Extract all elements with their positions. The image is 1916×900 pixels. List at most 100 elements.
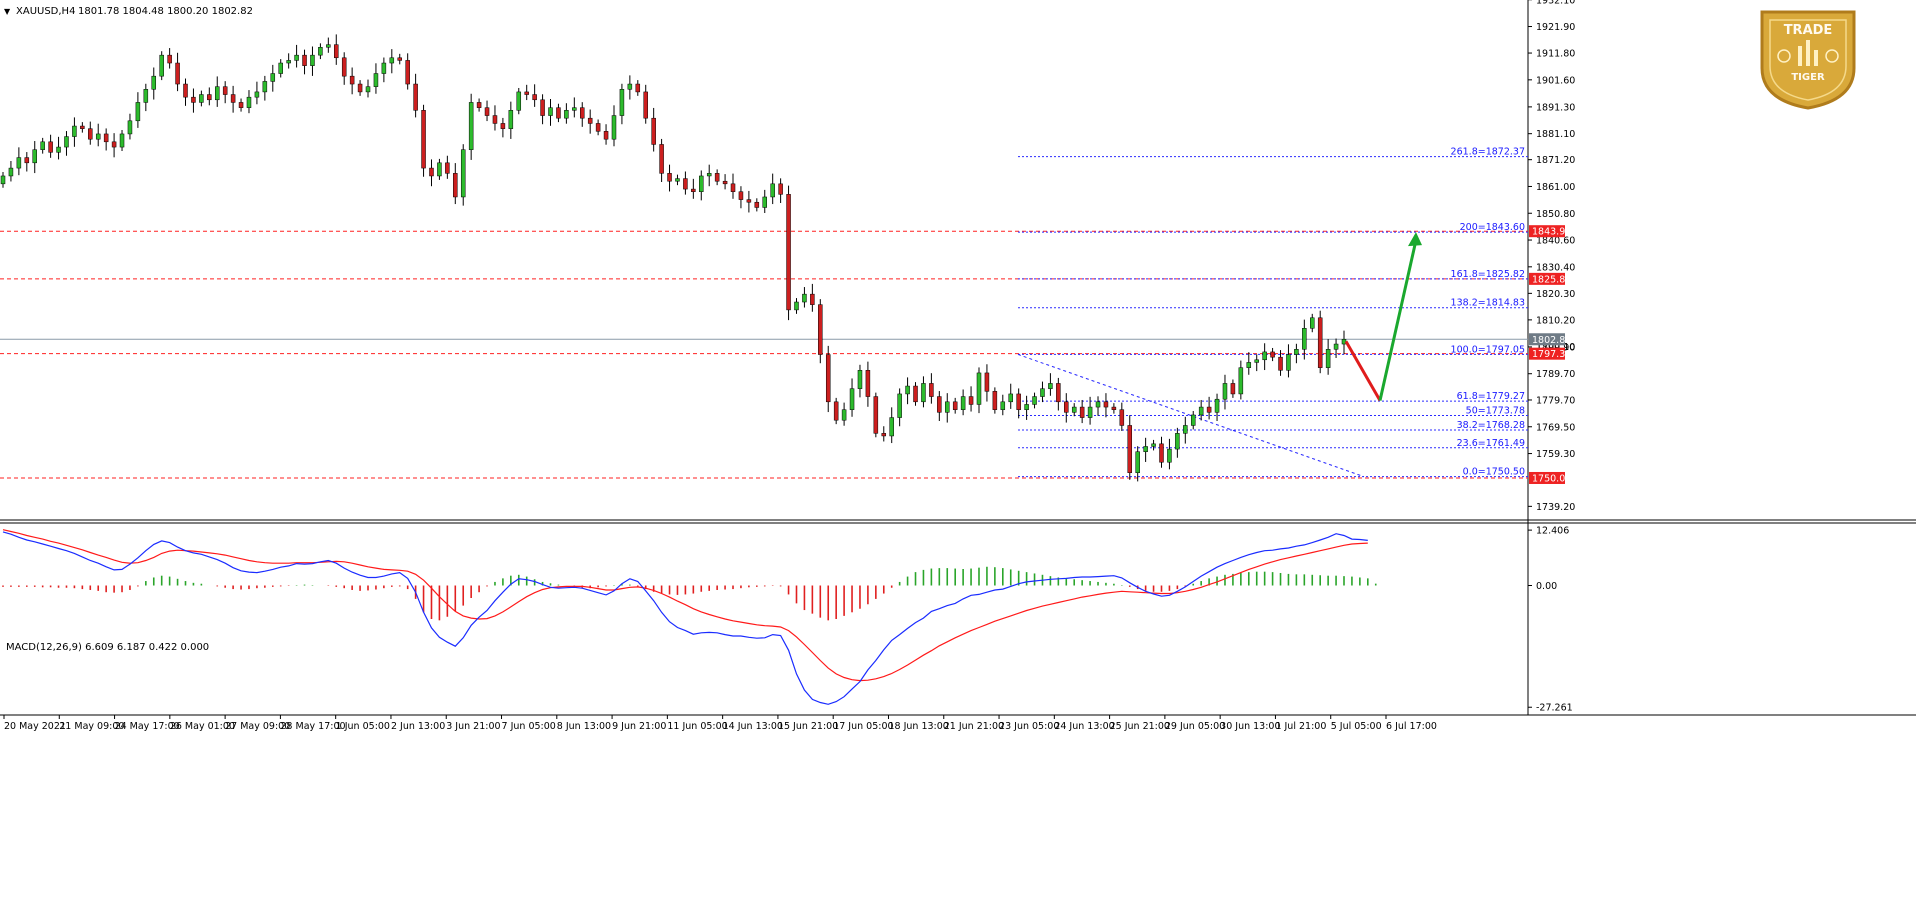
candle-bearish (334, 44, 339, 59)
candle-bullish (1143, 446, 1148, 452)
candle-bearish (929, 383, 934, 397)
candle-bullish (254, 91, 260, 98)
projection-pullback-line (1344, 340, 1382, 402)
candle-bearish (643, 91, 648, 119)
candle-bearish (754, 201, 760, 208)
candle-bullish (1135, 451, 1140, 473)
symbol-label: XAUUSD,H4 (16, 6, 75, 17)
y-tick-label: 1810.20 (1536, 315, 1575, 326)
candle-bearish (167, 54, 172, 64)
candle-bullish (1183, 425, 1188, 434)
x-tick-label: 26 May 01:00 (170, 721, 235, 732)
candle-bearish (1159, 443, 1164, 463)
candle-bearish (635, 83, 641, 93)
candle-bullish (945, 401, 950, 413)
candle-bearish (738, 191, 744, 200)
price-tag-label: 1825.82 (1532, 274, 1571, 285)
candle-bearish (659, 144, 664, 174)
candle-bullish (262, 81, 268, 93)
candle-bearish (207, 94, 212, 101)
candle-bullish (1254, 359, 1259, 363)
candle-bearish (579, 107, 585, 119)
y-tick-label: 1861.00 (1536, 182, 1575, 193)
y-tick-label: 1901.60 (1536, 75, 1575, 86)
candle-bullish (246, 96, 252, 108)
logo-text-line2: TIGER (1791, 72, 1825, 83)
candle-bearish (238, 102, 244, 108)
candles (0, 34, 1347, 482)
horizontal-levels (0, 230, 1528, 479)
x-tick-label: 6 Jul 17:00 (1386, 721, 1437, 732)
x-tick-label: 7 Jun 05:00 (502, 721, 556, 732)
projection-target-line (1378, 239, 1418, 401)
candle-bullish (1222, 383, 1228, 400)
candle-bullish (381, 62, 387, 74)
menu-dropdown-icon[interactable]: ▼ (4, 7, 11, 16)
candle-bearish (484, 107, 490, 116)
candle-bullish (548, 107, 553, 116)
candle-bearish (349, 75, 355, 85)
x-tick-label: 18 Jun 13:00 (888, 721, 948, 732)
candle-bullish (762, 196, 768, 208)
candle-bullish (159, 54, 164, 77)
candle-bullish (1238, 367, 1244, 395)
candle-bullish (921, 383, 926, 403)
candle-bullish (849, 388, 855, 410)
trade-tiger-logo: TRADE TIGER (1760, 10, 1856, 110)
candle-bullish (699, 175, 704, 192)
candle-bullish (802, 293, 807, 303)
candle-bearish (230, 94, 236, 103)
candle-bearish (111, 141, 117, 148)
candle-bullish (1246, 362, 1252, 368)
fib-level-label: 50=1773.78 (1466, 406, 1525, 417)
x-tick-label: 3 Jun 21:00 (446, 721, 500, 732)
price-axis: 1932.10 1921.90 1911.80 1901.60 1891.30 1881.… (1528, 0, 1575, 714)
current-price-tag: 1802.82 (1532, 335, 1571, 346)
candle-bullish (326, 44, 331, 48)
candle-bullish (40, 141, 45, 150)
candle-bullish (16, 157, 22, 169)
x-tick-label: 24 Jun 13:00 (1054, 721, 1114, 732)
candle-bearish (786, 194, 791, 311)
y-tick-label-covered: 1800.10 (1536, 342, 1575, 353)
y-tick-label: 1840.60 (1536, 236, 1575, 247)
macd-indicator (2, 529, 1377, 705)
logo-bar-icon (1798, 46, 1802, 66)
candle-bullish (572, 107, 577, 111)
candle-bearish (992, 391, 998, 410)
candle-bearish (691, 188, 696, 192)
x-tick-label: 2 Jun 13:00 (391, 721, 445, 732)
candle-bearish (937, 396, 942, 413)
candle-bearish (1064, 401, 1069, 413)
candle-bearish (825, 354, 831, 403)
candle-bearish (833, 401, 839, 421)
candle-bullish (1008, 393, 1013, 403)
candle-bearish (476, 102, 482, 108)
price-tag-box (1529, 471, 1565, 484)
fib-trend-line (1017, 353, 1365, 478)
candle-bullish (1071, 406, 1077, 413)
fib-level-label: 38.2=1768.28 (1457, 420, 1525, 431)
candle-bullish (310, 54, 315, 66)
candle-bearish (556, 107, 561, 119)
candle-bullish (72, 125, 77, 137)
candle-bullish (294, 54, 299, 61)
candle-bearish (810, 293, 815, 305)
candle-bullish (32, 149, 37, 164)
candle-bullish (1087, 406, 1093, 418)
candle-bearish (1127, 425, 1133, 473)
logo-text-line1: TRADE (1784, 23, 1833, 38)
candle-bullish (389, 57, 395, 64)
candle-bullish (611, 115, 617, 140)
x-tick-label: 9 Jun 21:00 (612, 721, 666, 732)
candle-bearish (865, 370, 871, 397)
chart-header: ▼ XAUUSD,H4 1801.78 1804.48 1800.20 1802… (4, 6, 253, 17)
candle-bearish (667, 173, 672, 182)
x-tick-label: 17 Jun 05:00 (833, 721, 893, 732)
y-tick-label: 1820.30 (1536, 289, 1575, 300)
candle-bullish (119, 133, 125, 148)
candle-bearish (24, 157, 30, 164)
